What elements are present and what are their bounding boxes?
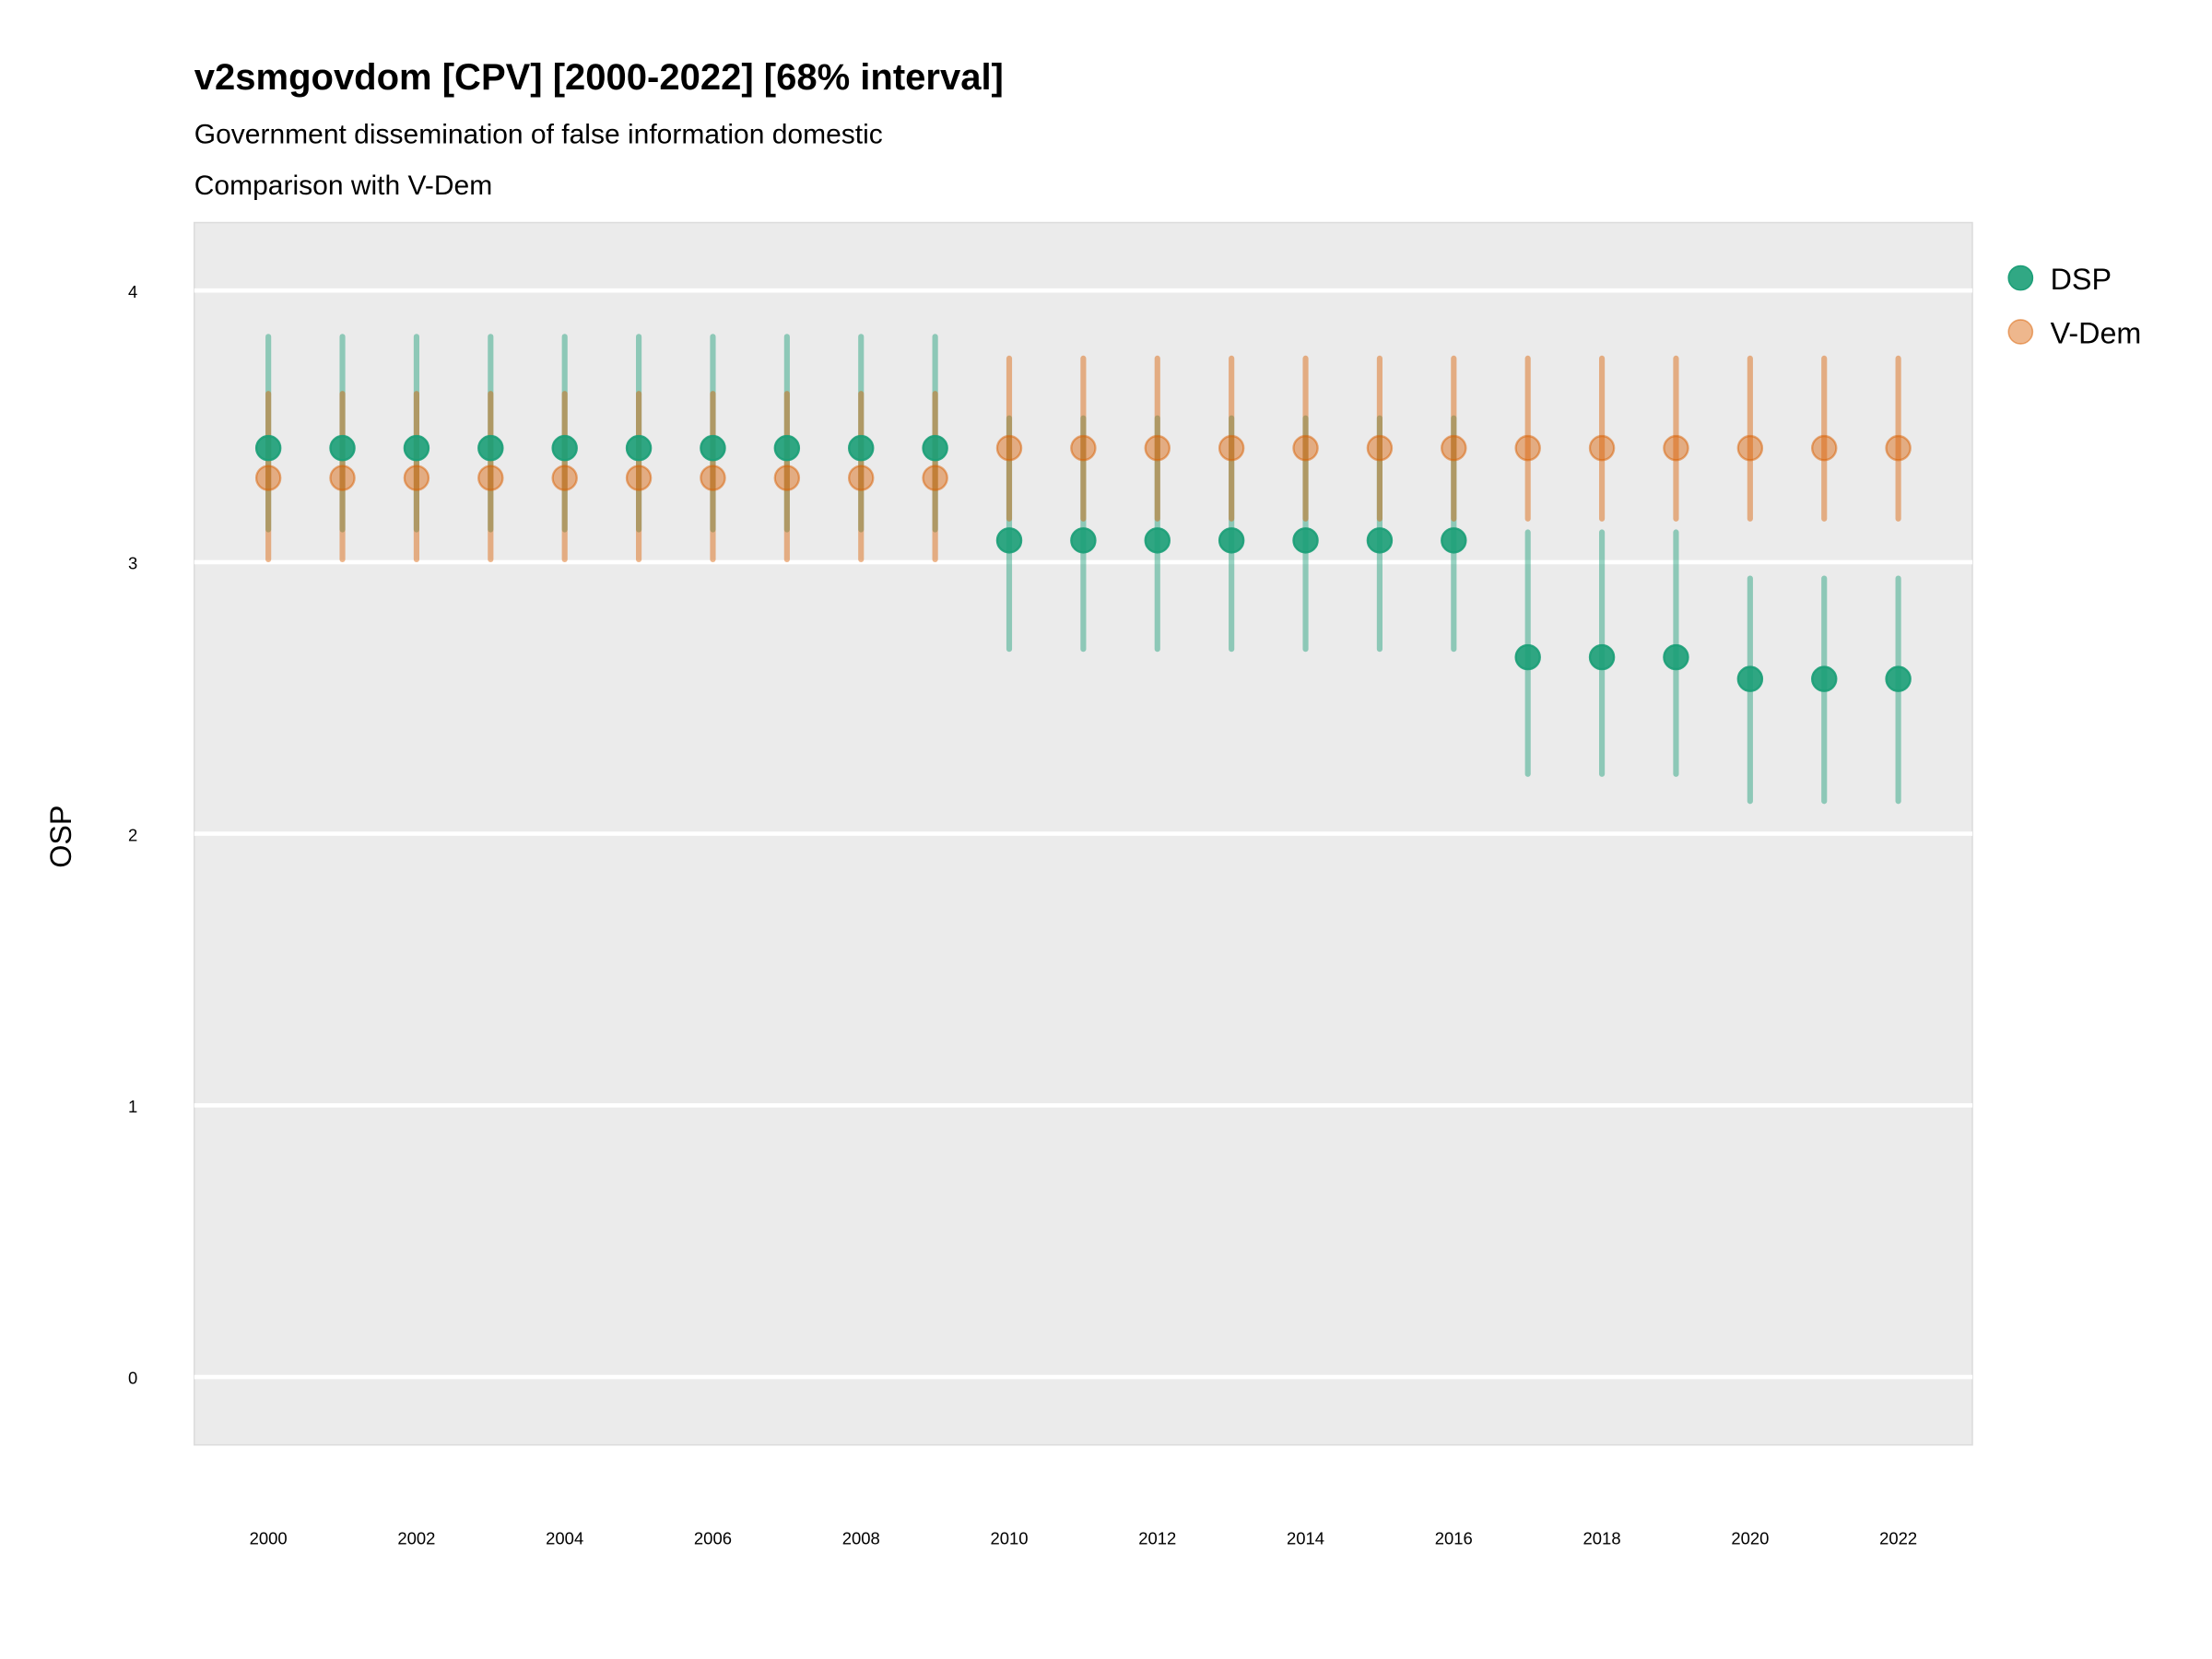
data-point — [1885, 665, 1912, 692]
data-point — [700, 434, 726, 462]
chart-title: v2smgovdom [CPV] [2000-2022] [68% interv… — [194, 57, 1004, 98]
chart-subtitle-2: Comparison with V-Dem — [194, 171, 492, 201]
legend-key-dsp — [2007, 265, 2034, 291]
data-point — [254, 465, 282, 491]
data-point — [1588, 434, 1616, 462]
y-tick-label: 1 — [128, 1097, 137, 1116]
data-point — [477, 465, 504, 491]
x-tick-label: 2014 — [1287, 1528, 1324, 1547]
data-point — [1588, 643, 1616, 671]
y-tick-label: 0 — [128, 1369, 137, 1388]
chart-subtitle: Government dissemination of false inform… — [194, 119, 883, 149]
data-point — [1885, 434, 1912, 462]
legend: DSP V-Dem — [2007, 263, 2142, 349]
data-point — [1144, 527, 1171, 554]
x-tick-label: 2022 — [1879, 1528, 1917, 1547]
data-point — [1663, 434, 1689, 462]
x-tick-label: 2016 — [1435, 1528, 1473, 1547]
data-point — [1144, 434, 1171, 462]
data-point — [403, 434, 430, 462]
data-point — [1292, 527, 1319, 554]
x-tick-label: 2012 — [1138, 1528, 1176, 1547]
data-point — [995, 434, 1023, 462]
data-point — [1811, 434, 1838, 462]
data-point — [773, 434, 801, 462]
data-point — [1514, 434, 1541, 462]
x-tick-label: 2006 — [694, 1528, 732, 1547]
data-point — [477, 434, 504, 462]
data-point — [1070, 434, 1097, 462]
y-tick-label: 2 — [128, 825, 137, 844]
data-point — [1441, 434, 1467, 462]
legend-key-vdem — [2007, 319, 2034, 345]
data-point — [922, 465, 948, 491]
data-point — [1292, 434, 1319, 462]
x-tick-label: 2004 — [546, 1528, 583, 1547]
data-point — [1366, 527, 1394, 554]
data-point — [1366, 434, 1394, 462]
data-point — [848, 465, 875, 491]
data-point — [625, 434, 653, 462]
data-point — [1811, 665, 1838, 692]
data-point — [1736, 665, 1764, 692]
data-point — [1736, 434, 1764, 462]
data-point — [625, 465, 653, 491]
legend-label-dsp: DSP — [2051, 263, 2112, 296]
x-tick-label: 2018 — [1583, 1528, 1621, 1547]
data-point — [773, 465, 801, 491]
data-point — [329, 434, 356, 462]
points-vdem — [254, 434, 1912, 491]
data-point — [1218, 527, 1245, 554]
x-tick-label: 2020 — [1731, 1528, 1769, 1547]
x-tick-label: 2008 — [842, 1528, 880, 1547]
data-point — [922, 434, 948, 462]
series-vdem — [265, 355, 1901, 563]
data-point — [551, 465, 578, 491]
x-tick-label: 2000 — [250, 1528, 288, 1547]
data-point — [403, 465, 430, 491]
data-point — [1514, 643, 1541, 671]
data-point — [1070, 527, 1097, 554]
points-dsp — [254, 434, 1912, 692]
data-point — [848, 434, 875, 462]
y-tick-label: 3 — [128, 554, 137, 573]
x-tick-label: 2010 — [990, 1528, 1028, 1547]
x-tick-label: 2002 — [397, 1528, 435, 1547]
data-point — [1218, 434, 1245, 462]
data-point — [1441, 527, 1467, 554]
data-point — [1663, 643, 1689, 671]
data-point — [254, 434, 282, 462]
y-axis-label: OSP — [44, 806, 77, 868]
data-point — [700, 465, 726, 491]
data-point — [995, 527, 1023, 554]
legend-label-vdem: V-Dem — [2051, 316, 2142, 349]
y-tick-label: 4 — [128, 282, 137, 301]
data-point — [551, 434, 578, 462]
data-point — [329, 465, 356, 491]
